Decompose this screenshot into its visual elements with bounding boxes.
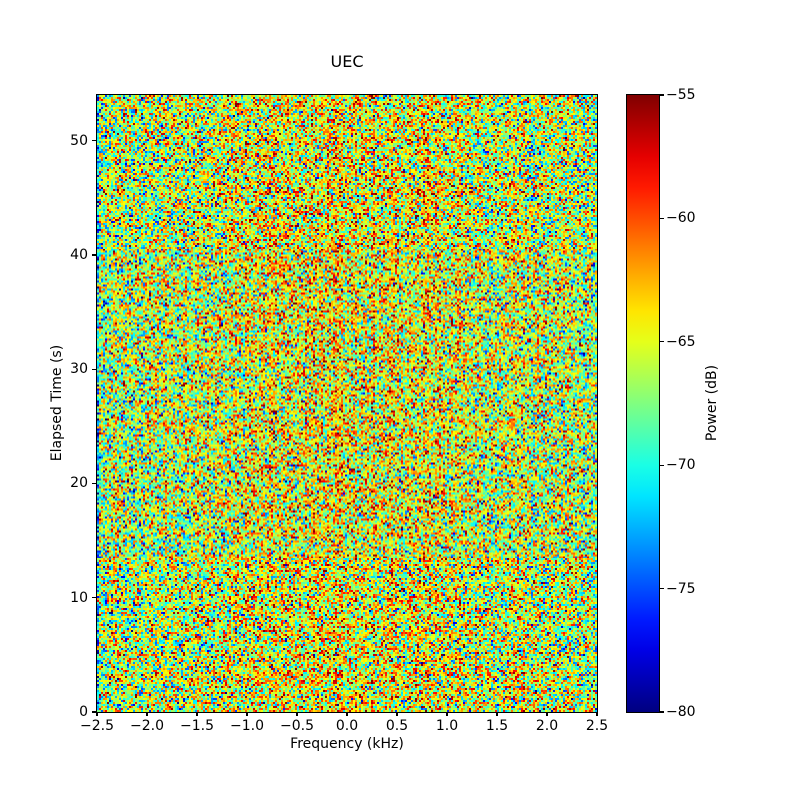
colorbar-gradient: [627, 95, 659, 712]
x-tick-mark: [396, 712, 398, 716]
colorbar-tick-label: −55: [666, 87, 696, 103]
x-tick-mark: [146, 712, 148, 716]
x-tick-mark: [296, 712, 298, 716]
x-tick-mark: [446, 712, 448, 716]
x-tick-mark: [196, 712, 198, 716]
colorbar-tick-label: −60: [666, 210, 696, 227]
spectrogram-canvas: [97, 95, 597, 712]
colorbar-tick-mark: [660, 711, 664, 713]
y-tick-label: 40: [70, 246, 88, 263]
colorbar: [626, 94, 660, 713]
y-tick-mark: [92, 140, 96, 142]
y-tick-mark: [92, 368, 96, 370]
x-tick-label: 2.0: [535, 718, 559, 734]
y-tick-label: 10: [70, 589, 88, 606]
y-tick-mark: [92, 254, 96, 256]
y-tick-mark: [92, 597, 96, 599]
x-tick-mark: [96, 712, 98, 716]
colorbar-label: Power (dB): [704, 364, 720, 442]
colorbar-tick-mark: [660, 464, 664, 466]
x-tick-label: 0.0: [335, 718, 359, 734]
x-tick-mark: [546, 712, 548, 716]
x-tick-label: −1.5: [180, 718, 214, 734]
x-tick-label: −0.5: [280, 718, 314, 734]
spectrogram-plot: [96, 94, 598, 713]
y-tick-label: 0: [79, 704, 88, 720]
title-line-main: UEC: [330, 51, 364, 71]
colorbar-tick-mark: [660, 588, 664, 590]
x-tick-label: 1.0: [435, 718, 459, 734]
colorbar-tick-mark: [660, 94, 664, 96]
colorbar-tick-label: −70: [666, 457, 696, 474]
x-axis-label: Frequency (kHz): [290, 736, 404, 752]
colorbar-tick-label: −65: [666, 333, 696, 350]
colorbar-tick-label: −80: [666, 704, 696, 720]
y-tick-mark: [92, 711, 96, 713]
colorbar-tick-mark: [660, 341, 664, 343]
x-tick-label: 0.5: [385, 718, 409, 734]
x-tick-label: −2.0: [130, 718, 164, 734]
colorbar-tick-label: −75: [666, 580, 696, 597]
y-tick-label: 50: [70, 132, 88, 149]
x-tick-mark: [496, 712, 498, 716]
x-tick-label: 1.5: [485, 718, 509, 734]
x-tick-mark: [246, 712, 248, 716]
y-tick-mark: [92, 482, 96, 485]
x-tick-mark: [346, 712, 348, 716]
x-tick-label: −2.5: [80, 718, 114, 734]
x-tick-label: 2.5: [585, 718, 609, 734]
colorbar-tick-mark: [660, 217, 664, 219]
y-tick-label: 30: [70, 361, 88, 378]
y-tick-label: 20: [70, 475, 88, 492]
x-tick-mark: [596, 712, 598, 716]
x-tick-label: −1.0: [230, 718, 264, 734]
